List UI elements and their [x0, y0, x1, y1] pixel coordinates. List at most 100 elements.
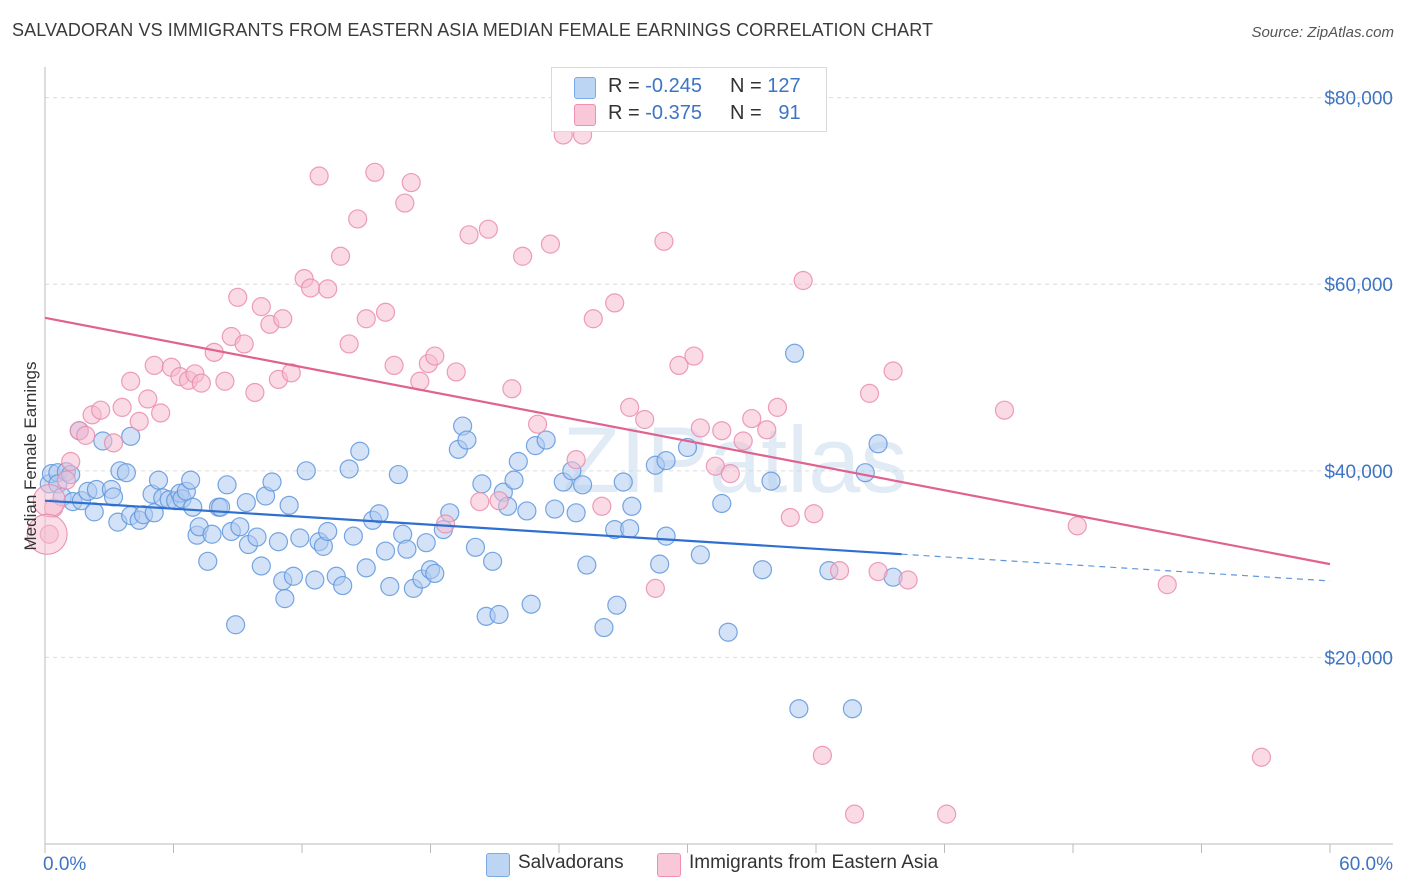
r-label: R =	[608, 102, 640, 124]
data-point	[397, 539, 417, 559]
data-point	[375, 302, 396, 322]
r-label: R =	[608, 75, 640, 97]
data-point	[388, 464, 408, 485]
data-point	[1067, 516, 1087, 536]
data-point	[566, 450, 586, 470]
y-tick-label: $60,000	[1324, 275, 1393, 296]
data-point	[883, 361, 903, 381]
data-point	[712, 421, 732, 441]
data-point	[572, 475, 593, 495]
n-label: N =	[730, 102, 762, 124]
data-point	[483, 551, 503, 571]
trend-line-salvadorans	[44, 499, 902, 556]
series-legend: Salvadorans Immigrants from Eastern Asia	[0, 852, 1406, 878]
axes	[44, 67, 1393, 853]
x-tick-label: 60.0%	[1339, 854, 1393, 875]
data-point	[356, 558, 376, 578]
data-point	[684, 346, 704, 366]
data-point	[472, 474, 492, 494]
data-point	[330, 246, 351, 266]
data-point	[489, 491, 509, 511]
data-point	[690, 545, 710, 565]
data-point	[262, 472, 282, 492]
data-point	[767, 397, 788, 417]
y-tick-label: $40,000	[1324, 462, 1393, 483]
data-point	[217, 475, 237, 495]
n-label: N =	[730, 75, 762, 97]
data-point	[566, 503, 586, 523]
data-point	[198, 551, 218, 571]
data-point	[592, 496, 612, 516]
data-point	[654, 231, 674, 251]
grid-lines	[45, 97, 1393, 658]
data-point	[245, 382, 265, 403]
data-point	[594, 617, 614, 638]
data-point	[656, 450, 676, 471]
y-tick-label: $80,000	[1324, 89, 1393, 110]
data-point	[348, 209, 368, 229]
data-point	[380, 576, 400, 597]
data-point	[752, 560, 773, 580]
data-point	[504, 470, 524, 490]
data-point	[812, 745, 833, 765]
data-point	[465, 537, 486, 557]
y-tick-label: $20,000	[1324, 648, 1393, 669]
data-point	[517, 501, 537, 521]
correlation-legend: R = -0.245 N = 127 R = -0.375 N = 91	[551, 67, 827, 132]
data-point	[868, 434, 888, 454]
series-immigrants-eastern-asia	[26, 125, 1272, 824]
data-point	[121, 426, 141, 446]
data-point	[283, 566, 304, 586]
data-point	[742, 408, 762, 429]
data-point	[148, 470, 169, 490]
n-value: 127	[767, 75, 801, 97]
data-point	[191, 373, 211, 393]
data-point	[350, 441, 370, 461]
data-point	[577, 555, 597, 575]
data-point	[339, 334, 359, 354]
r-value: -0.375	[645, 102, 702, 124]
data-point	[677, 437, 698, 458]
data-point	[470, 492, 490, 512]
data-point	[112, 397, 132, 417]
data-point	[281, 363, 301, 383]
data-point	[898, 570, 918, 590]
trend-line-salvadorans-extrapolated	[901, 553, 1331, 582]
data-point	[645, 578, 665, 598]
data-point	[215, 371, 235, 391]
data-point	[446, 362, 466, 382]
x-tick-label: 0.0%	[43, 854, 86, 875]
data-point	[540, 234, 561, 254]
series-salvadorans	[39, 343, 903, 719]
x-tick-labels: 0.0% 60.0%	[43, 854, 1393, 875]
legend-label: Immigrants from Eastern Asia	[689, 852, 939, 873]
data-point	[138, 389, 158, 409]
data-point	[61, 451, 81, 472]
data-point	[375, 541, 396, 561]
data-point	[356, 309, 376, 329]
data-point	[527, 414, 548, 434]
source-label: Source: ZipAtlas.com	[1251, 24, 1394, 41]
data-point	[251, 297, 271, 317]
data-point	[536, 430, 556, 450]
data-point	[401, 172, 421, 193]
data-point	[339, 459, 359, 479]
data-point	[181, 470, 201, 490]
data-point	[228, 287, 248, 307]
data-point	[183, 497, 203, 517]
data-point	[656, 526, 676, 546]
data-point	[343, 526, 363, 546]
data-point	[268, 532, 289, 552]
data-point	[605, 293, 625, 313]
data-point	[718, 622, 738, 642]
data-point	[290, 528, 310, 548]
data-point	[859, 383, 880, 403]
data-point	[318, 279, 338, 299]
trend-line-immigrants	[44, 316, 1331, 566]
data-point	[121, 371, 141, 391]
data-point	[230, 517, 250, 537]
data-point	[489, 604, 509, 625]
data-point	[305, 570, 325, 590]
data-point	[620, 397, 640, 417]
